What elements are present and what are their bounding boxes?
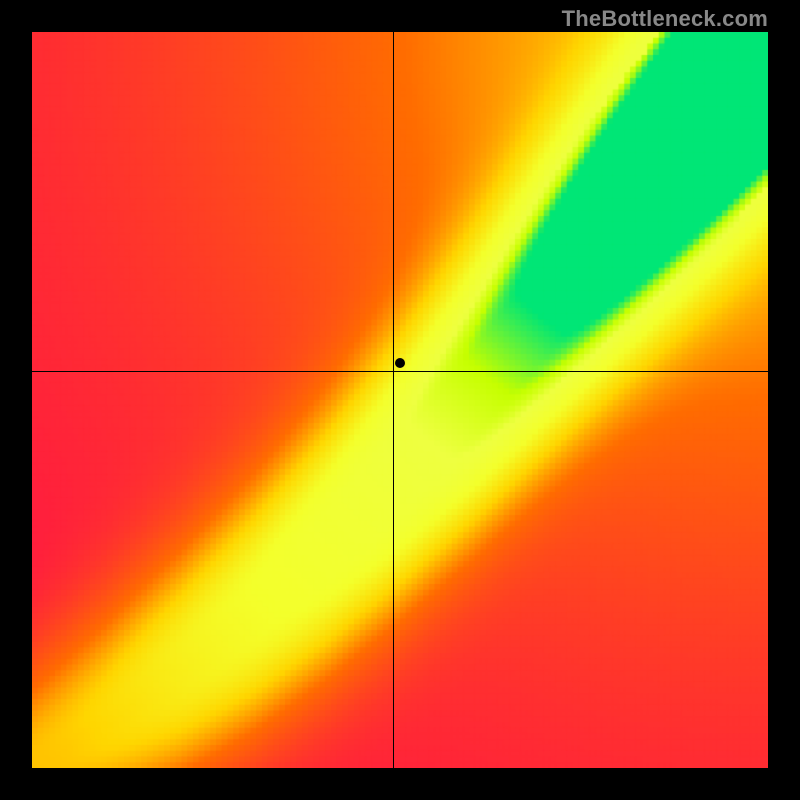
crosshair-horizontal: [32, 371, 768, 372]
crosshair-vertical: [393, 32, 394, 768]
data-point-marker: [395, 358, 405, 368]
heatmap-canvas: [32, 32, 768, 768]
watermark-text: TheBottleneck.com: [562, 6, 768, 32]
plot-area: [32, 32, 768, 768]
